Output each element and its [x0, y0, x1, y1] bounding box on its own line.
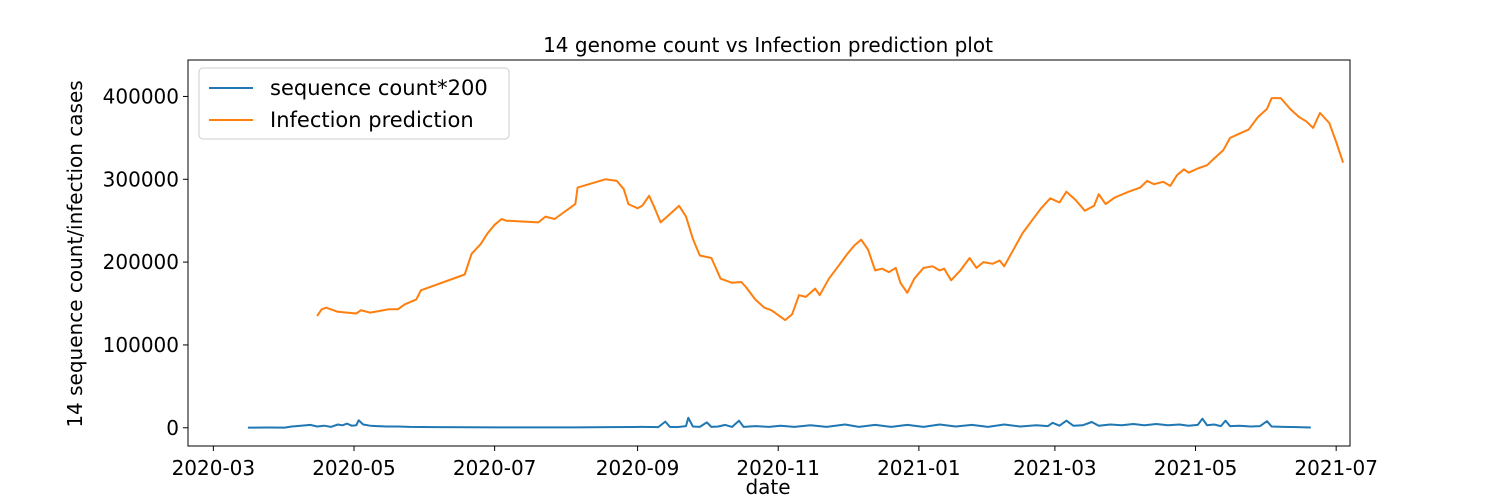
y-tick-label: 0 — [166, 416, 179, 440]
legend: sequence count*200 Infection prediction — [198, 67, 510, 140]
x-tick-label: 2021-03 — [1013, 456, 1097, 480]
x-tick-label: 2020-11 — [736, 456, 820, 480]
x-tick-label: 2020-03 — [172, 456, 256, 480]
x-tick-label: 2020-09 — [596, 456, 680, 480]
x-tick-label: 2020-07 — [453, 456, 537, 480]
series-line-2 — [316, 97, 1345, 322]
x-axis: 2020-03 2020-05 2020-07 2020-09 2020-11 2021-… — [172, 446, 1378, 480]
y-axis: 0 100000 200000 300000 400000 — [103, 84, 188, 440]
y-axis-label: 14 sequence count/infection cases — [63, 80, 87, 427]
plot-area — [187, 59, 1351, 447]
x-tick-label: 2021-05 — [1154, 456, 1238, 480]
chart-title: 14 genome count vs Infection prediction … — [543, 33, 993, 57]
x-axis-label: date — [745, 475, 790, 499]
y-tick-label: 100000 — [103, 333, 179, 357]
x-tick-label: 2020-05 — [312, 456, 396, 480]
x-tick-label: 2021-01 — [877, 456, 961, 480]
plot-frame — [187, 59, 1351, 447]
legend-label-2: Infection prediction — [270, 108, 474, 132]
legend-box — [198, 67, 510, 140]
y-tick-label: 200000 — [103, 250, 179, 274]
x-tick-label: 2021-07 — [1294, 456, 1378, 480]
y-tick-label: 400000 — [103, 84, 179, 108]
y-tick-label: 300000 — [103, 167, 179, 191]
legend-label-1: sequence count*200 — [270, 76, 488, 100]
series-line-1 — [247, 416, 1311, 429]
